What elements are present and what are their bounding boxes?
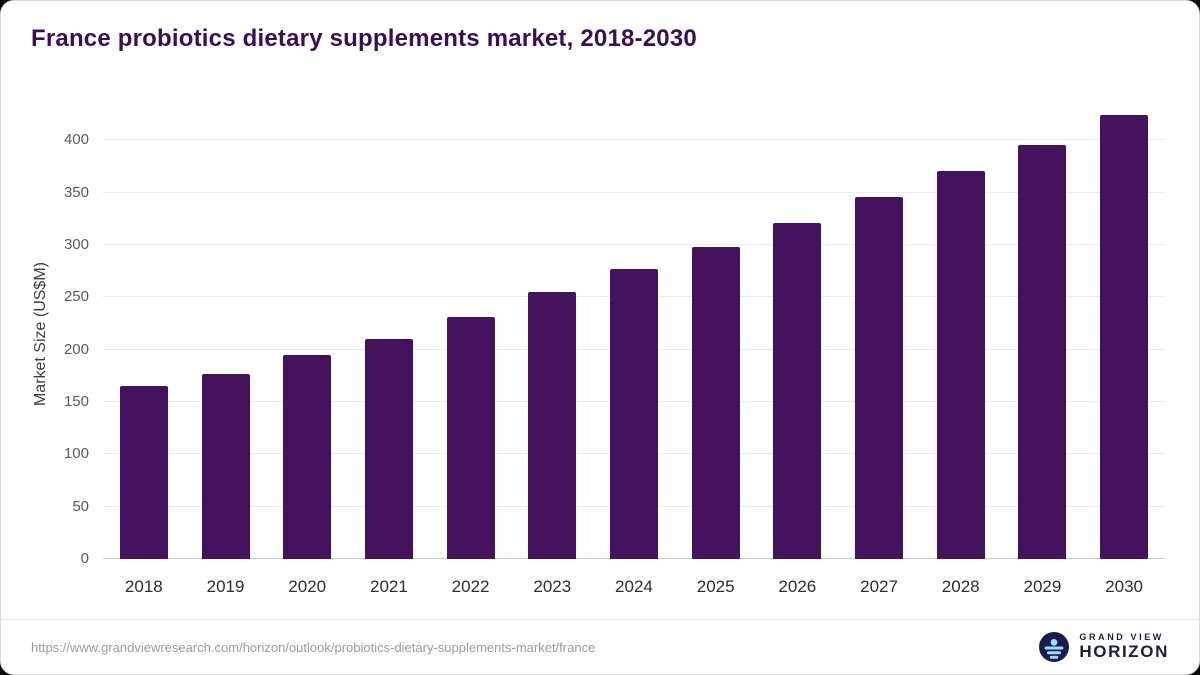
x-axis-labels: 2018 2019 2020 2021 2022 2023 2024 2025 2026 2027… (103, 565, 1165, 599)
bar-slot-2027 (838, 109, 920, 559)
x-tick-label-2026: 2026 (778, 577, 817, 596)
y-tick-label-200: 200 (63, 340, 89, 358)
x-tick-label-2028: 2028 (941, 577, 980, 596)
bar-2023 (528, 292, 577, 559)
bar-chart: Market Size (US$M) 0 50 100 150 200 250 300 350… (32, 101, 1165, 599)
x-tick-label-2029: 2029 (1023, 577, 1062, 596)
source-url: https://www.grandviewresearch.com/horizo… (31, 639, 596, 655)
bar-2020 (283, 354, 332, 559)
bar-2022 (446, 317, 495, 559)
x-tick-label-2025: 2025 (696, 577, 735, 596)
bar-slot-2020 (266, 109, 348, 559)
bar-slot-2019 (185, 109, 267, 559)
gridline-350 (103, 191, 1165, 193)
x-tick-label-2024: 2024 (615, 577, 653, 596)
chart-title: France probiotics dietary supplements ma… (31, 25, 697, 52)
y-tick-label-50: 50 (72, 497, 89, 515)
horizon-logo-icon (1039, 632, 1070, 662)
brand-logo: GRAND VIEW HORIZON (1039, 632, 1169, 662)
bars (103, 109, 1165, 559)
bar-slot-2026 (757, 109, 839, 559)
logo-text: GRAND VIEW HORIZON (1079, 631, 1169, 662)
bar-2026 (773, 223, 822, 559)
gridline-300 (103, 244, 1165, 246)
x-tick-label-2020: 2020 (288, 577, 327, 596)
bar-slot-2021 (348, 109, 430, 559)
bar-2030 (1100, 115, 1149, 559)
x-tick-label-2027: 2027 (860, 577, 898, 596)
bar-2029 (1018, 144, 1067, 559)
y-tick-label-100: 100 (63, 445, 89, 463)
y-tick-label-350: 350 (63, 183, 89, 201)
x-tick-label-2023: 2023 (533, 577, 572, 596)
footer: https://www.grandviewresearch.com/horizo… (1, 619, 1199, 674)
y-tick-label-400: 400 (63, 131, 89, 149)
y-tick-label-300: 300 (63, 236, 89, 254)
logo-text-top: GRAND VIEW (1079, 631, 1164, 642)
bar-slot-2025 (675, 109, 757, 559)
x-tick-label-2022: 2022 (451, 577, 490, 596)
bar-slot-2024 (593, 109, 675, 559)
y-tick-label-0: 0 (80, 550, 89, 567)
bar-slot-2023 (511, 109, 593, 559)
y-tick-label-250: 250 (63, 288, 89, 306)
bar-2019 (201, 373, 250, 559)
y-axis-title: Market Size (US$M) (29, 109, 53, 559)
plot-area: 0 50 100 150 200 250 300 350 400 (64, 109, 1165, 567)
bar-slot-2028 (920, 109, 1002, 559)
x-tick-label-2018: 2018 (124, 577, 163, 596)
bar-2024 (609, 269, 658, 559)
y-axis-title-text: Market Size (US$M) (32, 261, 49, 407)
x-tick-label-2021: 2021 (369, 577, 408, 596)
bar-2021 (364, 339, 413, 559)
bar-2025 (691, 247, 740, 559)
bar-slot-2029 (1002, 109, 1084, 559)
y-tick-label-150: 150 (63, 393, 89, 411)
gridline-400 (103, 139, 1165, 141)
bar-2018 (119, 386, 168, 559)
x-tick-label-2019: 2019 (206, 577, 245, 596)
bar-slot-2030 (1083, 109, 1165, 559)
logo-text-bottom: HORIZON (1079, 641, 1169, 661)
bar-slot-2018 (103, 109, 185, 559)
bar-2028 (936, 170, 985, 559)
x-tick-label-2030: 2030 (1105, 577, 1143, 596)
bar-2027 (855, 196, 904, 559)
bar-slot-2022 (430, 109, 512, 559)
